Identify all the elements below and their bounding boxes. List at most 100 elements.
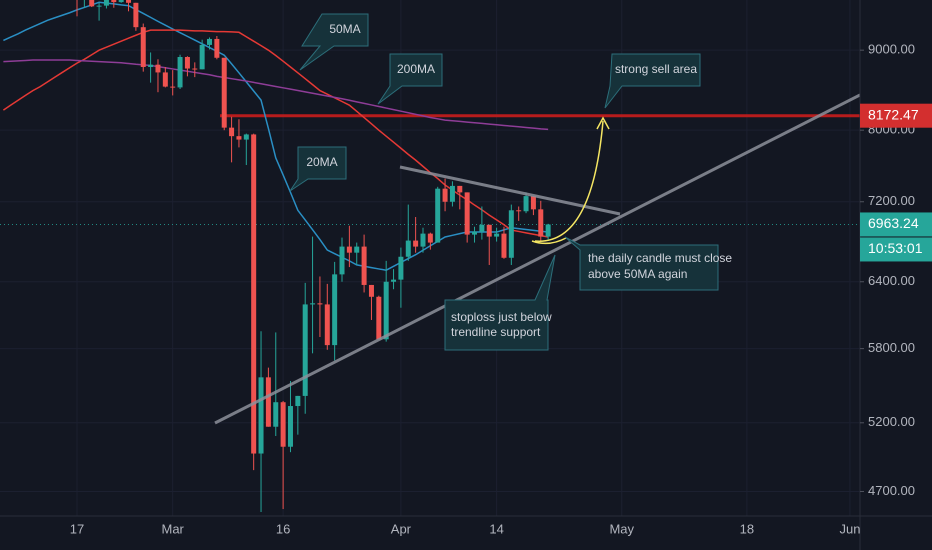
x-tick-label: Jun [839,521,860,536]
level-label-bg [860,103,932,128]
candle-body [368,284,374,297]
candle-body [383,281,389,340]
ascending-trendline [214,93,860,425]
y-tick-label: 7200.00 [868,193,915,208]
candle-body [207,38,213,45]
candle-body [501,233,507,258]
candle-body [508,210,514,258]
candle-body [317,303,323,305]
x-tick-label: 16 [276,521,290,536]
candle-body [494,233,500,237]
x-tick-label: Mar [162,521,185,536]
candle-body [221,57,227,128]
candle-body [111,0,117,3]
candle-body [420,233,426,247]
candle-body [258,377,264,454]
x-tick-label: 17 [70,521,84,536]
candle-body [361,246,367,285]
candle-body [457,185,463,193]
candle-body [398,256,404,280]
candle-body [545,224,551,237]
callout-text: 50MA [329,22,360,36]
callout-stoploss [444,254,556,351]
candle-body [155,64,161,73]
callouts: 50MA 200MA 20MA strong sell area the dai… [289,13,732,351]
candle-body [530,196,536,210]
axes: 9000.008000.007200.006400.005800.005200.… [70,42,932,536]
candle-body [324,304,330,346]
drawings [214,93,860,425]
candle-body [391,279,397,282]
candle-body [148,64,154,67]
callout-text: above 50MA again [588,267,687,281]
callout-text: 20MA [306,155,337,169]
candle-body [170,86,176,88]
callout-50ma [299,13,369,71]
candle-mark [531,237,567,245]
candle-body [184,57,190,69]
countdown-label: 10:53:01 [868,240,923,256]
callout-text: 200MA [397,62,435,76]
level-label: 8172.47 [868,106,919,122]
candle-body [332,274,338,346]
callout-text: stoploss just below [451,310,552,324]
candle-body [523,196,529,212]
candle-body [192,68,198,70]
callout-sell [604,53,701,109]
candle-body [229,127,235,137]
candle-body [295,395,301,407]
y-tick-label: 5800.00 [868,340,915,355]
candle-body [486,224,492,237]
candle-body [435,188,441,243]
candle-body [89,0,95,7]
candle-body [273,402,279,427]
callout-candle [564,236,719,291]
candle-body [243,134,249,140]
candle-body [472,231,478,235]
countdown-bg [860,237,932,262]
callout-text: strong sell area [615,62,697,76]
candle-body [464,192,470,235]
candle-body [280,402,286,447]
y-tick-label: 4700.00 [868,483,915,498]
last-price-label: 6963.24 [868,215,919,231]
candle-body [427,233,433,243]
x-tick-label: 14 [489,521,503,536]
candle-body [214,38,220,58]
plot-area [0,0,860,513]
candle-body [162,72,168,87]
descending-trendline [399,165,621,216]
candle-body [449,185,455,202]
candle-body [236,136,242,140]
candle-body [310,303,316,305]
callout-text: trendline support [451,325,541,339]
last-price-bg [860,212,932,237]
candle-body [516,210,522,212]
y-tick-label: 5200.00 [868,414,915,429]
candle-body [96,5,102,7]
candle-body [376,296,382,340]
y-tick-label: 6400.00 [868,273,915,288]
candle-body [118,0,124,3]
candle-body [103,0,109,6]
candle-body [177,57,183,88]
candle-body [287,406,293,447]
callout-text: the daily candle must close [588,251,732,265]
projection-arrow [534,120,604,242]
candle-body [199,44,205,70]
candle-body [302,304,308,396]
callout-20ma [289,146,347,192]
moving-average [3,59,549,131]
candle-body [413,240,419,247]
candle-body [133,2,139,28]
candle-body [126,0,132,3]
candle-body [251,134,257,454]
x-tick-label: Apr [391,521,412,536]
candle-body [339,246,345,275]
candle-body [405,240,411,257]
x-tick-label: May [609,521,634,536]
candle-body [442,188,448,202]
y-tick-label: 9000.00 [868,42,915,57]
